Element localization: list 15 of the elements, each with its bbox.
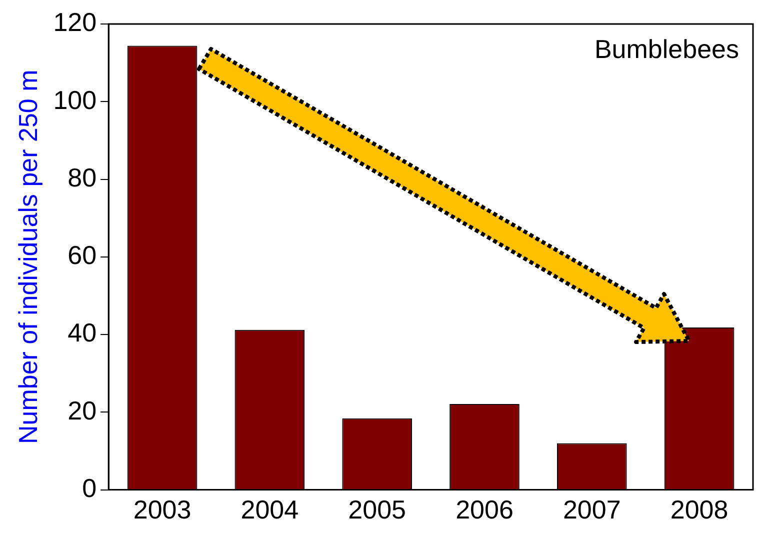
x-tick-label: 2003: [133, 494, 192, 525]
annotation: Bumblebees: [594, 34, 739, 64]
y-tick-label: 80: [68, 162, 97, 192]
y-tick-label: 60: [68, 240, 97, 270]
y-axis-title: Number of individuals per 250 m: [12, 70, 43, 444]
x-tick-label: 2004: [240, 494, 299, 525]
x-tick-label: 2005: [348, 494, 406, 525]
y-tick-label: 100: [53, 84, 97, 115]
y-tick-label: 40: [68, 318, 97, 348]
y-tick-label: 0: [82, 472, 97, 503]
x-tick-label: 2006: [456, 494, 514, 525]
y-tick-label: 20: [68, 395, 97, 426]
x-tick-label: 2007: [562, 494, 621, 525]
y-tick-label: 120: [53, 7, 97, 38]
x-tick-label: 2008: [670, 494, 728, 525]
